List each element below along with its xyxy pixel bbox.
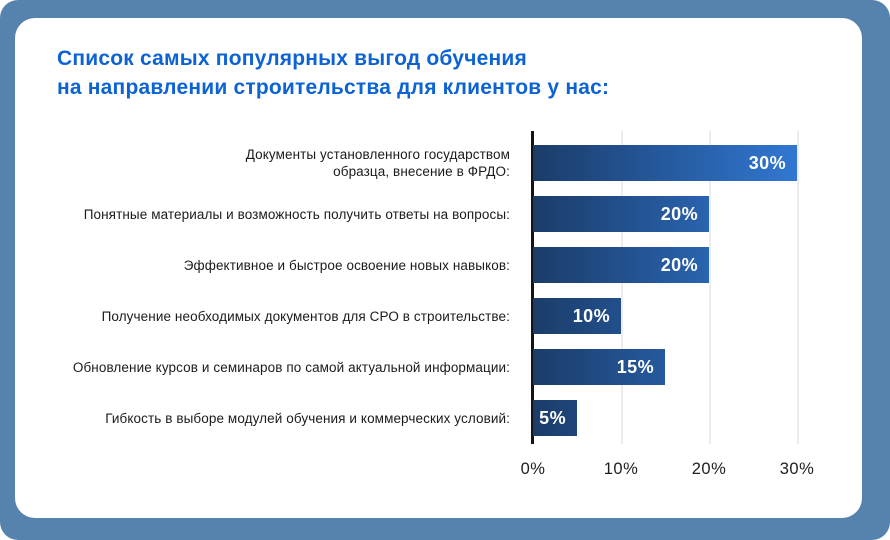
bar-row: Эффективное и быстрое освоение новых нав… — [15, 247, 862, 283]
bar-label: Документы установленного государством об… — [245, 147, 510, 179]
bar-row: Документы установленного государством об… — [15, 145, 862, 181]
bar: 10% — [533, 298, 621, 334]
bar: 15% — [533, 349, 665, 385]
y-axis-line — [531, 131, 534, 444]
bar: 30% — [533, 145, 797, 181]
bar-track: 15% — [533, 349, 862, 385]
chart-card: Список самых популярных выгод обучения н… — [15, 18, 862, 518]
bar-value: 10% — [572, 305, 610, 326]
bar-track: 20% — [533, 247, 862, 283]
x-tick-label: 0% — [520, 460, 546, 478]
bar-label: Эффективное и быстрое освоение новых нав… — [183, 257, 510, 273]
bar-track: 5% — [533, 400, 862, 436]
bar-label: Понятные материалы и возможность получит… — [83, 206, 510, 222]
bar-track: 10% — [533, 298, 862, 334]
x-tick-label: 20% — [691, 460, 727, 478]
bar-label: Гибкость в выборе модулей обучения и ком… — [105, 410, 510, 426]
bar: 5% — [533, 400, 577, 436]
bar: 20% — [533, 247, 709, 283]
x-tick-label: 10% — [603, 460, 639, 478]
bar-value: 20% — [660, 203, 698, 224]
bar-value: 5% — [539, 407, 566, 428]
x-tick-label: 30% — [779, 460, 815, 478]
bar-row: Гибкость в выборе модулей обучения и ком… — [15, 400, 862, 436]
bar-value: 20% — [660, 254, 698, 275]
bar-label: Получение необходимых документов для СРО… — [101, 308, 510, 324]
bar-track: 30% — [533, 145, 862, 181]
x-axis-ticks: 0% 10% 20% 30% — [15, 460, 862, 484]
bar-rows: Документы установленного государством об… — [15, 145, 862, 436]
bar-row: Обновление курсов и семинаров по самой а… — [15, 349, 862, 385]
gridline — [709, 131, 711, 444]
bar-value: 15% — [616, 356, 654, 377]
bar-row: Получение необходимых документов для СРО… — [15, 298, 862, 334]
bar-track: 20% — [533, 196, 862, 232]
bar-value: 30% — [748, 152, 786, 173]
bar: 20% — [533, 196, 709, 232]
bar-row: Понятные материалы и возможность получит… — [15, 196, 862, 232]
chart-title-line1: Список самых популярных выгод обучения — [57, 47, 527, 70]
bar-label: Обновление курсов и семинаров по самой а… — [72, 359, 510, 375]
gridline — [621, 131, 623, 444]
chart-title-line2: на направлении строительства для клиенто… — [57, 76, 610, 99]
chart-title: Список самых популярных выгод обучения н… — [57, 44, 609, 102]
plot-area — [531, 131, 845, 444]
gridline — [797, 131, 799, 444]
